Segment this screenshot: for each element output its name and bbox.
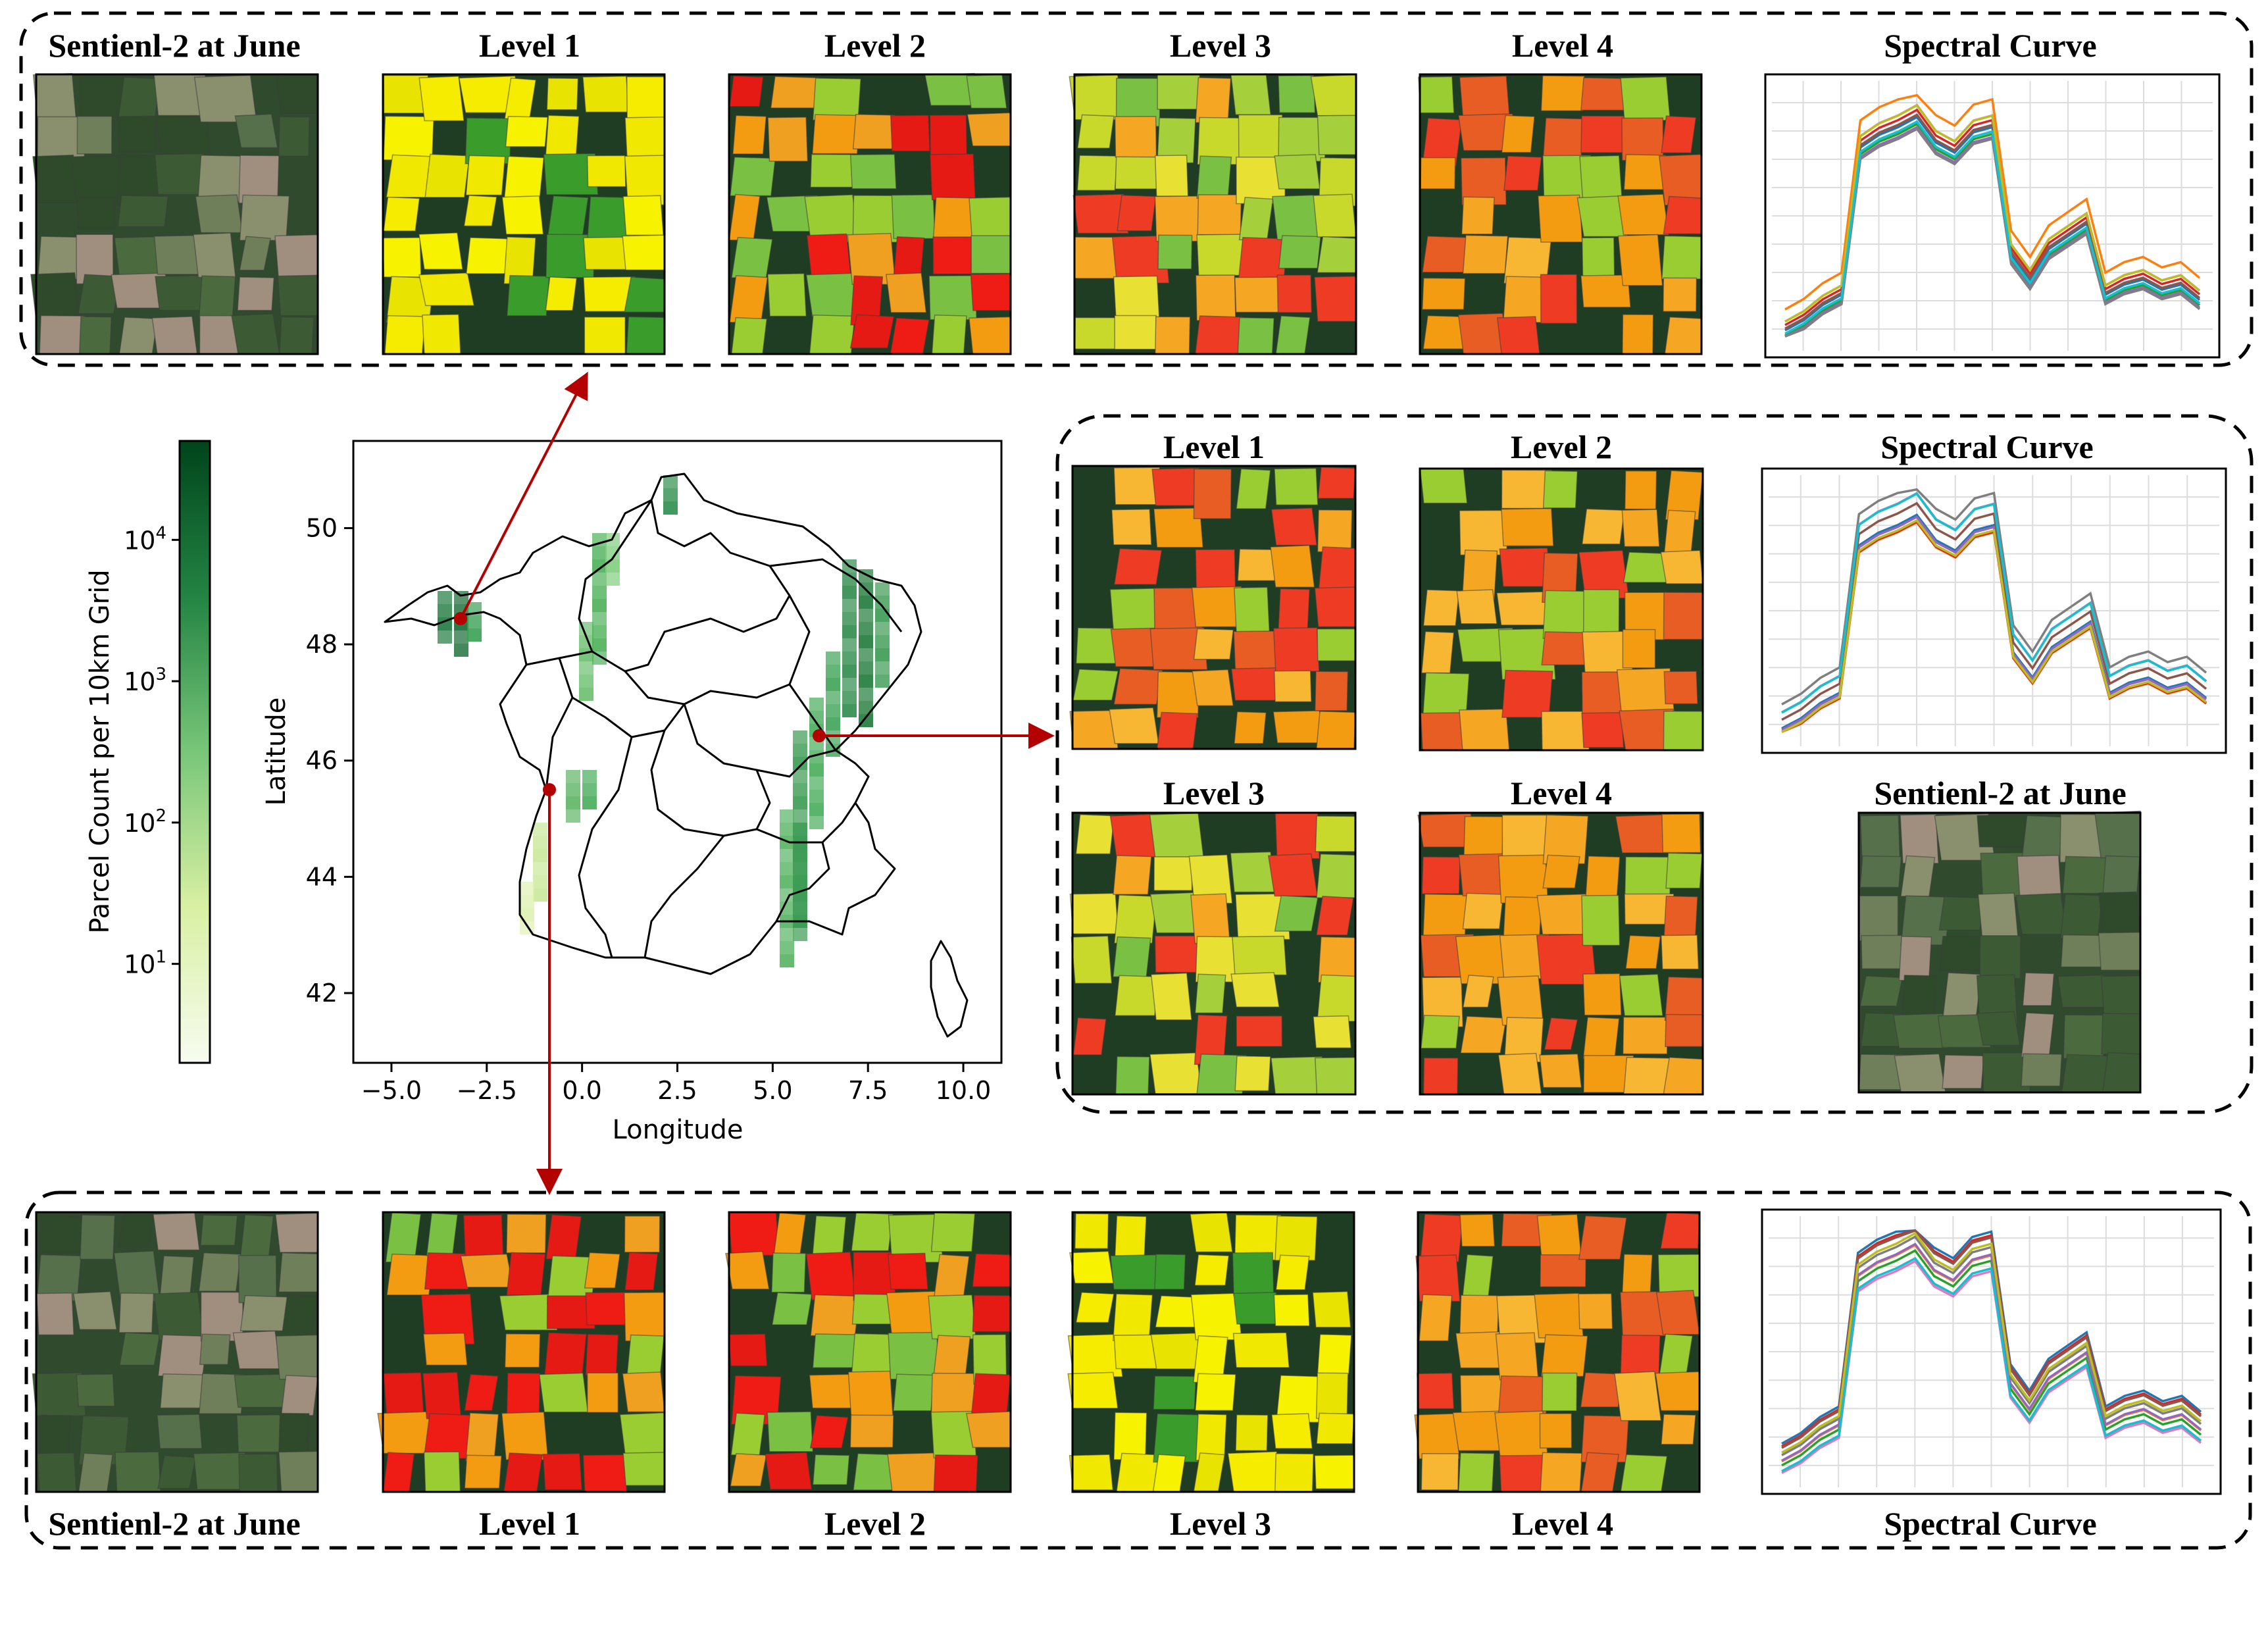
region-borders [384,473,969,1038]
mid-level3-title: Level 3 [1163,775,1265,811]
colorbar-tick-label: 101 [124,948,166,979]
mid-s2-title: Sentienl-2 at June [1874,775,2126,811]
map-y-tick-label: 44 [306,862,338,891]
top-level4-map [1418,73,1703,355]
bottom-s2-image [32,1211,319,1493]
bottom-level3-title: Level 3 [1170,1505,1271,1542]
mid-level2-map [1419,467,1704,752]
bottom-level1-title: Level 1 [479,1505,580,1542]
bottom-level4-map [1414,1211,1701,1493]
bottom-group-frame [24,1190,2252,1550]
mid-level1-map [1069,465,1357,750]
bottom-spectral-title: Spectral Curve [1884,1505,2097,1542]
bottom-level2-map [725,1211,1012,1493]
top-level3-map [1069,73,1357,355]
mid-level3-map [1069,811,1357,1096]
bottom-level3-map [1067,1211,1355,1493]
arrow-to-top-row [459,371,588,619]
map-x-tick-label: −2.5 [457,1076,517,1105]
top-level2-map [728,72,1012,355]
map-x-ticks: −5.0 −2.5 0.0 2.5 5.0 7.5 10.0 [361,1063,992,1105]
colorbar [178,440,211,1064]
mid-level2-title: Level 2 [1511,428,1612,465]
map-x-tick-label: 0.0 [562,1076,601,1105]
map-x-tick-label: 2.5 [657,1076,697,1105]
map-y-tick-label: 46 [306,746,338,775]
mid-s2-image [1857,810,2142,1094]
colorbar-tick-label: 104 [124,523,166,555]
colorbar-tick-label: 103 [124,665,166,696]
top-s2-title: Sentienl-2 at June [48,27,300,64]
middle-group-frame [1055,414,2254,1114]
map-x-label: Longitude [613,1115,743,1145]
top-level4-title: Level 4 [1512,27,1613,64]
map-axes [352,440,1003,1064]
map-y-ticks: 42 44 46 48 50 [306,513,353,1008]
top-spectral-title: Spectral Curve [1884,27,2097,64]
top-level3-title: Level 3 [1170,27,1271,64]
map-x-tick-label: 10.0 [936,1076,992,1105]
mid-level4-map [1417,811,1704,1096]
top-s2-image [30,73,319,355]
colorbar-tick-label: 102 [124,806,166,838]
bottom-level1-map [377,1211,666,1493]
map-y-tick-label: 48 [306,630,338,659]
mid-spectral-curve [1761,467,2227,754]
bottom-s2-title: Sentienl-2 at June [48,1505,300,1542]
top-level2-title: Level 2 [824,27,926,64]
colorbar-label: Parcel Count per 10km Grid [85,569,115,933]
bottom-spectral-curve [1761,1208,2222,1495]
top-spectral-curve [1764,73,2221,359]
top-level1-title: Level 1 [479,27,580,64]
map-y-tick-label: 42 [306,979,338,1008]
map-x-tick-label: 5.0 [753,1076,792,1105]
colorbar-ticks: 101 102 103 104 [124,523,180,979]
mid-spectral-title: Spectral Curve [1880,428,2094,465]
top-level1-map [382,73,666,355]
map-x-tick-label: −5.0 [361,1076,422,1105]
mid-level1-title: Level 1 [1163,428,1265,465]
map-y-label: Latitude [261,698,291,806]
bottom-level2-title: Level 2 [824,1505,926,1542]
mid-level4-title: Level 4 [1511,775,1612,811]
map-x-tick-label: 7.5 [848,1076,888,1105]
bottom-level4-title: Level 4 [1512,1505,1613,1542]
map-y-tick-label: 50 [306,513,338,542]
density-cells [438,475,890,967]
top-group-frame [19,11,2254,367]
